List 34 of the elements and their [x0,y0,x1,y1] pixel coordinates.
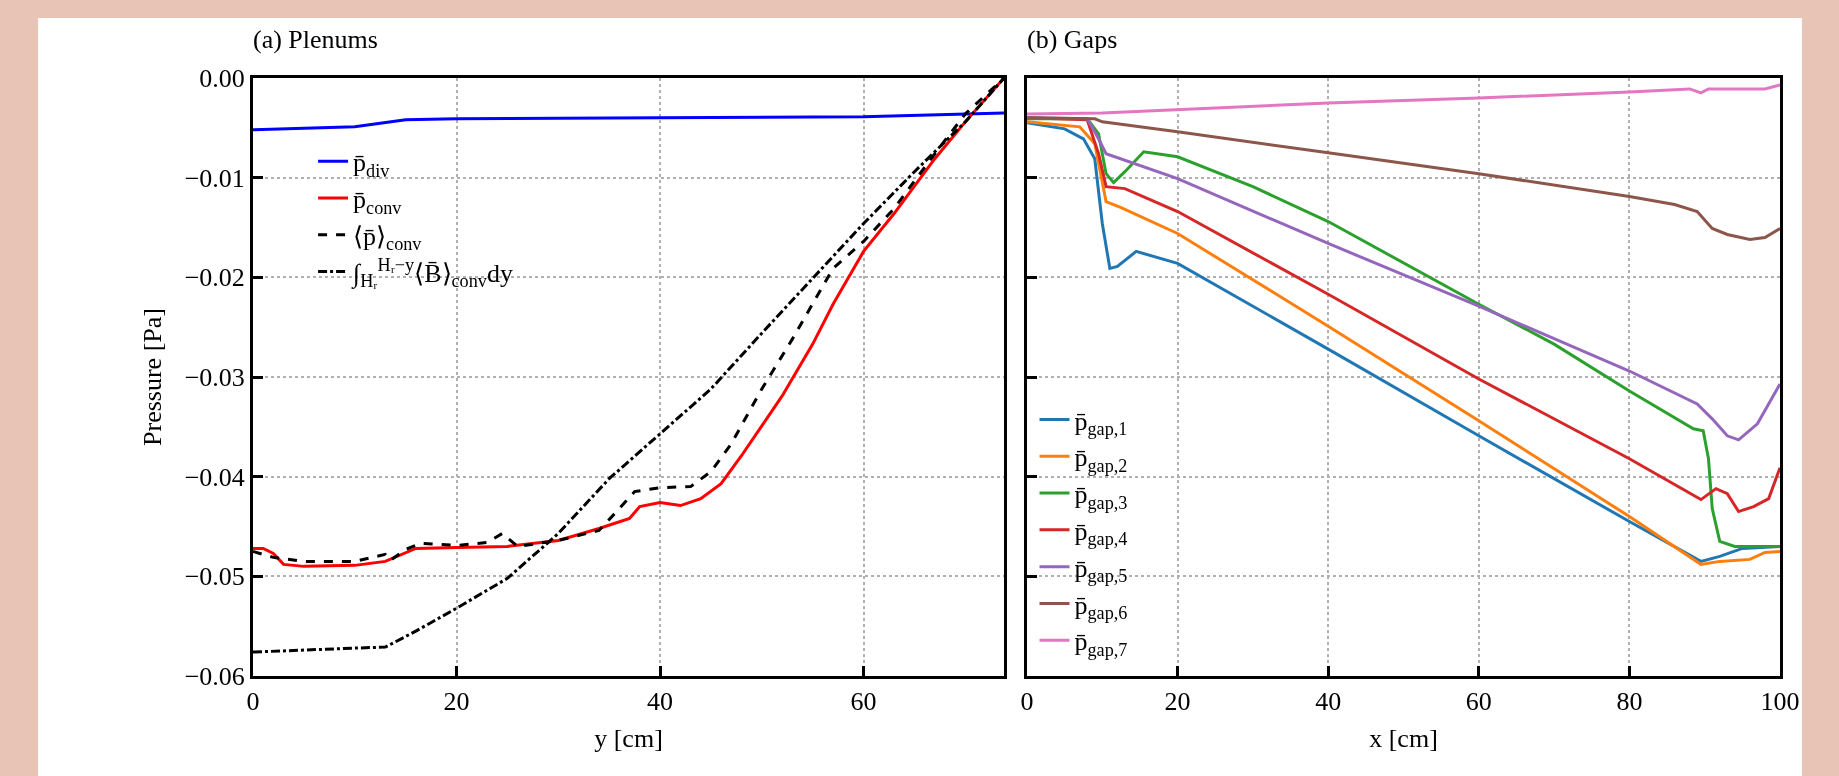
legend-label: p̄$_{gap,7}$ [1074,627,1128,660]
legend-label: p̄$_{gap,2}$ [1074,443,1128,476]
x-tick-label: 0 [246,687,260,717]
legend-label: p̄$_{gap,6}$ [1074,590,1128,624]
y-tick-label: −0.03 [184,363,245,393]
legend-label: ⟨p̄⟩$_{conv}$ [353,221,423,255]
line-series [253,111,1004,132]
x-tick-label: 20 [443,687,470,717]
legend-label: p̄$_{gap,1}$ [1074,406,1128,440]
x-tick-label: 100 [1760,687,1800,717]
y-tick-label: −0.01 [184,163,245,193]
x-tick-label: 60 [850,687,877,717]
y-tick-label: 0.00 [199,64,245,94]
y-tick-label: −0.02 [184,263,245,293]
x-tick-label: 40 [647,687,674,717]
x-axis-title: x [cm] [1369,723,1438,753]
x-tick-label: 40 [1315,687,1342,717]
y-tick-label: −0.06 [184,662,245,692]
legend-label: p̄$_{gap,3}$ [1074,480,1128,513]
legend-label: ∫$_{Hᵣ}$$^{Hᵣ−y}$⟨B̄⟩$_{conv}$dy [351,254,513,292]
legend-label: p̄$_{conv}$ [353,185,403,218]
x-tick-label: 0 [1020,687,1034,717]
y-tick-label: −0.05 [184,562,245,592]
x-tick-label: 20 [1164,687,1191,717]
y-axis-title: Pressure [Pa] [138,308,168,446]
legend-label: p̄$_{gap,5}$ [1074,553,1128,587]
x-axis-title: y [cm] [594,723,663,753]
legend-label: p̄$_{div}$ [353,148,391,181]
chart-title: (b) Gaps [1027,25,1118,54]
chart-title: (a) Plenums [253,25,378,54]
x-tick-label: 60 [1465,687,1492,717]
y-tick-label: −0.04 [184,462,245,492]
x-tick-label: 80 [1616,687,1643,717]
legend-label: p̄$_{gap,4}$ [1074,516,1128,550]
